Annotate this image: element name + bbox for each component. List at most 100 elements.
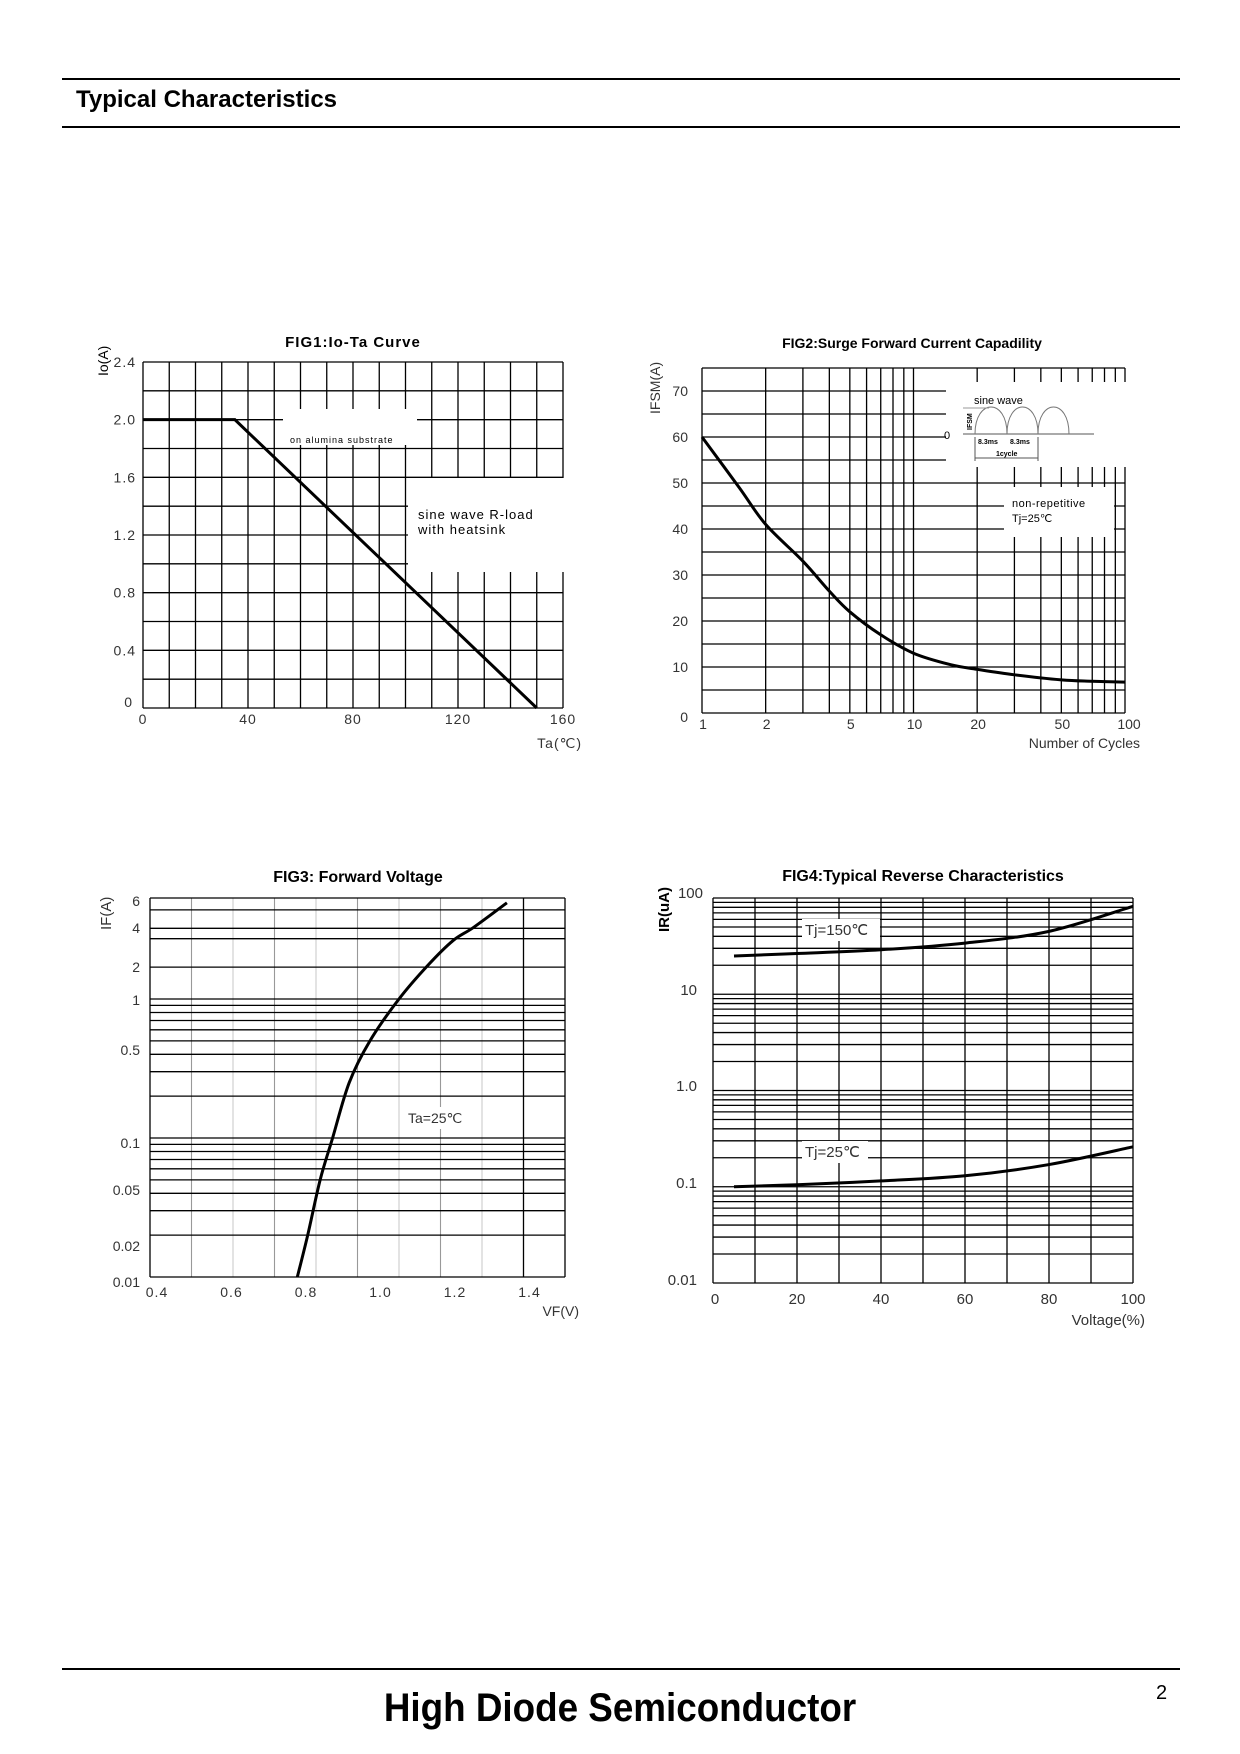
- annotation-heatsink: with heatsink: [417, 522, 506, 537]
- y-tick-label: 50: [672, 475, 688, 491]
- inset-sine-arc: [974, 406, 1008, 435]
- annotation-sine-wave: sine wave R-load: [418, 507, 534, 522]
- x-tick-label: 20: [789, 1291, 806, 1308]
- y-tick-label: 10: [680, 982, 697, 999]
- annotation-box-alumina: [283, 409, 417, 445]
- x-axis-label: Ta(℃): [537, 735, 582, 751]
- inset-ifsm-label: IFSM: [967, 413, 974, 430]
- inset-half-cycle-label: 8.3ms: [1010, 439, 1030, 446]
- y-axis-label: IFSM(A): [647, 362, 663, 414]
- y-tick-label: 1.2: [114, 527, 136, 543]
- chart-title: FIG4:Typical Reverse Characteristics: [782, 868, 1064, 885]
- ifsm-curve: [700, 436, 1126, 684]
- x-tick-label: 40: [239, 711, 257, 727]
- chart-title: FIG1:Io-Ta Curve: [285, 334, 421, 351]
- y-tick-label: 0.05: [113, 1182, 140, 1198]
- header-top-rule: [62, 78, 1180, 80]
- y-tick-label: 10: [672, 659, 688, 675]
- x-tick-label: 40: [873, 1291, 890, 1308]
- inset-half-cycle-label: 8.3ms: [978, 439, 998, 446]
- x-tick-label: 5: [847, 716, 855, 732]
- annotation-tj150: Tj=150℃: [805, 922, 868, 939]
- annotation-box-ta: [404, 1107, 468, 1129]
- x-tick-label: 10: [907, 716, 923, 732]
- y-tick-label: 0.01: [668, 1272, 697, 1289]
- page-number: 2: [1156, 1682, 1168, 1704]
- y-axis-label: IF(A): [98, 897, 115, 930]
- x-tick-label: 80: [344, 711, 362, 727]
- y-axis-label: IR(uA): [656, 887, 673, 932]
- x-tick-label: 1.4: [518, 1284, 540, 1300]
- y-tick-label: 0.1: [676, 1175, 697, 1192]
- inset-sine-arc: [1006, 406, 1039, 435]
- x-tick-label: 0: [711, 1291, 719, 1308]
- x-tick-label: 0.6: [220, 1284, 242, 1300]
- x-tick-label: 160: [550, 711, 576, 727]
- x-tick-label: 0.4: [146, 1284, 168, 1300]
- inset-sine-arc: [1037, 406, 1070, 435]
- x-tick-label: 0.8: [295, 1284, 317, 1300]
- x-tick-label: 120: [445, 711, 471, 727]
- tj25-curve: [733, 1145, 1134, 1189]
- annotation-box-conditions: [1004, 487, 1114, 537]
- annotation-tj25: Tj=25℃: [805, 1144, 860, 1161]
- annotation-box-sine-wave: [946, 382, 1136, 467]
- y-tick-label: 60: [672, 429, 688, 445]
- x-tick-label: 80: [1041, 1291, 1058, 1308]
- forward-voltage-curve: [295, 901, 508, 1278]
- y-tick-label: 0: [124, 694, 133, 710]
- x-axis-label: VF(V): [542, 1303, 579, 1319]
- x-tick-label: 1.2: [444, 1284, 466, 1300]
- y-tick-label: 1.0: [676, 1078, 697, 1095]
- x-tick-label: 0: [139, 711, 148, 727]
- y-tick-label: 0.4: [114, 642, 136, 658]
- annotation-alumina: on alumina substrate: [290, 435, 394, 445]
- x-tick-label: 100: [1120, 1291, 1145, 1308]
- x-tick-label: 2: [763, 716, 771, 732]
- y-tick-label: 0.02: [113, 1238, 140, 1254]
- y-tick-label: 70: [672, 383, 688, 399]
- y-tick-label: 1.6: [114, 469, 136, 485]
- annotation-non-repetitive: non-repetitive: [1012, 498, 1086, 510]
- annotation-box-tj150: [802, 919, 880, 941]
- x-tick-label: 50: [1055, 716, 1071, 732]
- y-tick-label: 6: [132, 893, 140, 909]
- chart-title: FIG3: Forward Voltage: [273, 869, 443, 886]
- inset-title: sine wave: [974, 395, 1023, 407]
- y-tick-label: 0.8: [114, 585, 136, 601]
- y-axis-label: Io(A): [95, 346, 111, 376]
- x-tick-label: 1.0: [369, 1284, 391, 1300]
- section-title: Typical Characteristics: [76, 86, 338, 113]
- y-tick-label: 0.5: [121, 1042, 141, 1058]
- y-tick-label: 0: [680, 709, 688, 725]
- y-tick-label: 30: [672, 567, 688, 583]
- footer-company-name: High Diode Semiconductor: [383, 1686, 857, 1730]
- annotation-tj: Tj=25℃: [1012, 513, 1052, 525]
- y-tick-label: 100: [678, 885, 703, 902]
- annotation-ta: Ta=25℃: [408, 1110, 462, 1126]
- y-tick-label: 2: [132, 959, 140, 975]
- inset-cycle-label: 1cycle: [996, 451, 1018, 458]
- x-tick-label: 60: [957, 1291, 974, 1308]
- y-tick-label: 1: [132, 992, 140, 1008]
- x-tick-label: 20: [970, 716, 986, 732]
- annotation-box-tj25: [802, 1141, 868, 1163]
- footer-rule: [62, 1668, 1180, 1670]
- chart-title: FIG2:Surge Forward Current Capadility: [782, 335, 1042, 351]
- x-tick-label: 1: [699, 716, 707, 732]
- y-tick-label: 4: [132, 920, 140, 936]
- tj150-curve: [733, 904, 1134, 958]
- y-tick-label: 40: [672, 521, 688, 537]
- y-tick-label: 20: [672, 613, 688, 629]
- io-curve: [143, 418, 538, 710]
- inset-zero-label: 0: [944, 430, 950, 442]
- x-axis-label: Number of Cycles: [1029, 735, 1140, 751]
- annotation-box-heatsink: [408, 478, 564, 572]
- y-tick-label: 0.01: [113, 1274, 140, 1290]
- y-tick-label: 0.1: [121, 1135, 141, 1151]
- x-axis-label: Voltage(%): [1072, 1312, 1145, 1329]
